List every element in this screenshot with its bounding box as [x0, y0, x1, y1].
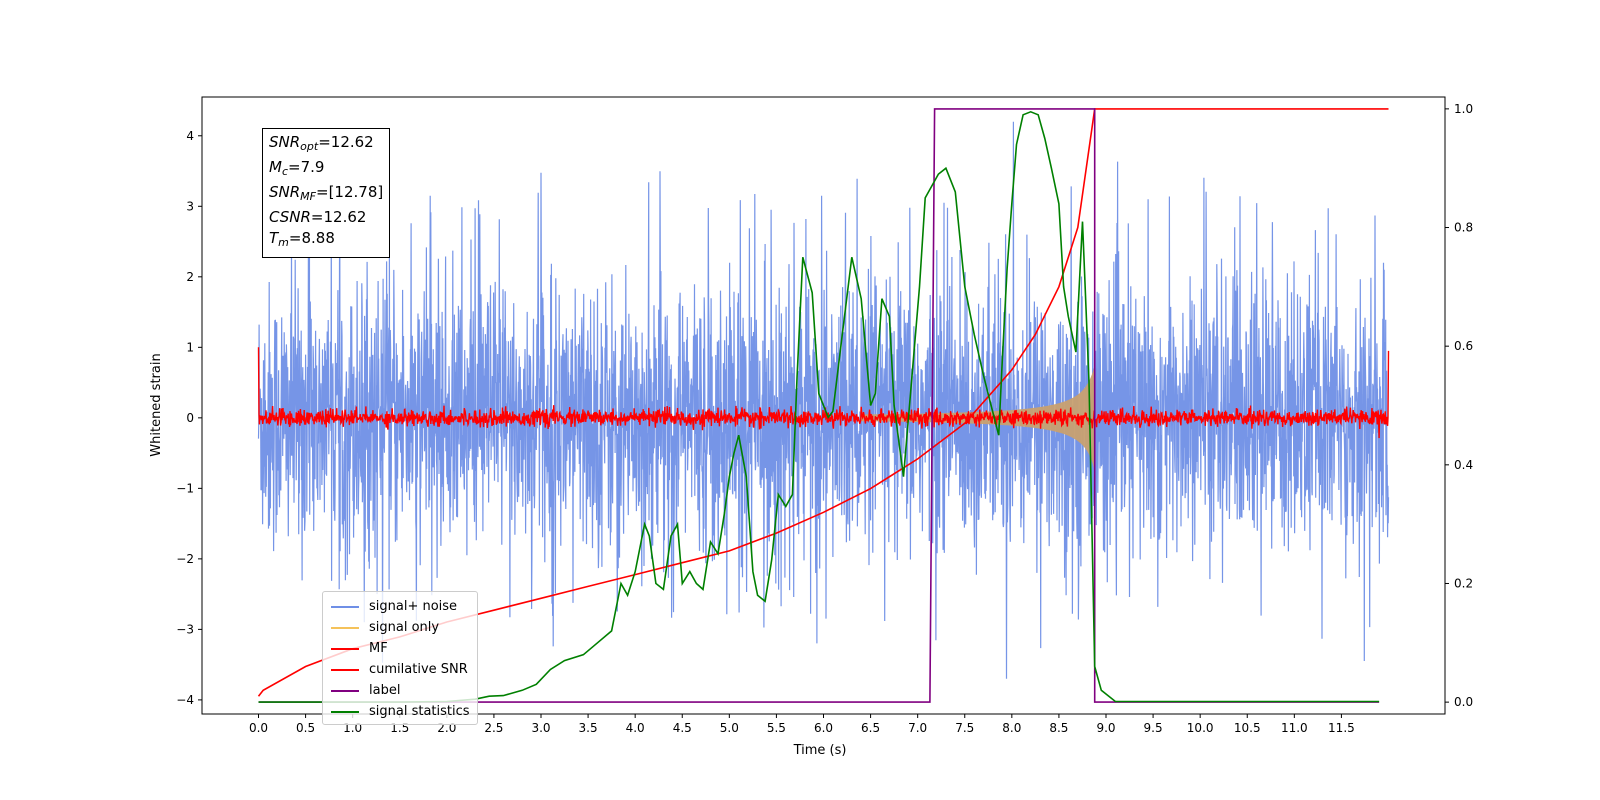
- annotation-box: SNRopt=12.62 Mc=7.9 SNRMF=[12.78] CSNR=1…: [262, 128, 391, 258]
- legend-label: signal statistics: [369, 704, 470, 719]
- x-tick-label: 9.5: [1144, 721, 1163, 735]
- legend-swatch: [331, 668, 359, 671]
- legend-label: label: [369, 683, 401, 698]
- series-signal-statistics: [258, 110, 1380, 703]
- x-tick-label: 3.5: [579, 721, 598, 735]
- x-tick-label: 6.0: [814, 721, 833, 735]
- legend: signal+ noise signal only MF cumilative …: [322, 591, 478, 725]
- annotation-mc: Mc=7.9: [269, 158, 325, 178]
- y-tick-label: −1: [176, 481, 194, 495]
- x-tick-label: 11.0: [1281, 721, 1308, 735]
- x-tick-label: 3.0: [531, 721, 550, 735]
- x-tick-label: 7.0: [908, 721, 927, 735]
- legend-swatch: [331, 689, 359, 692]
- x-axis-label: Time (s): [793, 743, 847, 758]
- x-tick-label: 7.5: [955, 721, 974, 735]
- annotation-snr-mf: SNRMF=[12.78]: [269, 183, 384, 203]
- x-tick-label: 8.5: [1049, 721, 1068, 735]
- x-tick-label: 10.5: [1234, 721, 1261, 735]
- x-tick-label: 9.0: [1096, 721, 1115, 735]
- annotation-tm: Tm=8.88: [269, 229, 335, 249]
- series-signal-noise: [257, 121, 1390, 679]
- y2-tick-label: 0.4: [1454, 458, 1473, 472]
- legend-swatch: [331, 710, 359, 713]
- legend-item-mf: MF: [323, 638, 477, 659]
- legend-label: cumilative SNR: [369, 662, 468, 677]
- legend-item-label: label: [323, 680, 477, 701]
- legend-label: signal+ noise: [369, 599, 458, 614]
- y-tick-label: −4: [176, 693, 194, 707]
- y-tick-label: 2: [186, 270, 194, 284]
- y-tick-label: 3: [186, 199, 194, 213]
- legend-label: signal only: [369, 620, 440, 635]
- x-tick-label: 4.0: [626, 721, 645, 735]
- x-tick-label: 8.0: [1002, 721, 1021, 735]
- legend-swatch: [331, 626, 359, 629]
- annotation-csnr: CSNR=12.62: [269, 208, 367, 226]
- ticks-layer: 0.0 0.5 1.0 1.5 2.0 2.5 3.0 3.5 4.0 4.5 5.0 5.5 6.0 6…: [176, 102, 1473, 735]
- y2-tick-label: 0.0: [1454, 695, 1473, 709]
- annotation-snr-opt: SNRopt=12.62: [269, 133, 374, 153]
- y-tick-label: 1: [186, 340, 194, 354]
- y2-tick-label: 0.2: [1454, 576, 1473, 590]
- y-axis-label: Whitened strain: [149, 353, 164, 456]
- legend-item-signal-statistics: signal statistics: [323, 701, 477, 722]
- series-label: [258, 108, 1380, 703]
- y2-tick-label: 0.8: [1454, 221, 1473, 235]
- legend-item-signal-only: signal only: [323, 617, 477, 638]
- x-tick-label: 5.0: [720, 721, 739, 735]
- legend-item-cumulative-snr: cumilative SNR: [323, 659, 477, 680]
- legend-label: MF: [369, 641, 388, 656]
- x-tick-label: 4.5: [673, 721, 692, 735]
- y-tick-label: −2: [176, 552, 194, 566]
- x-tick-label: 0.5: [296, 721, 315, 735]
- y2-tick-label: 0.6: [1454, 339, 1473, 353]
- y-tick-label: 0: [186, 411, 194, 425]
- y-tick-label: −3: [176, 622, 194, 636]
- legend-swatch: [331, 605, 359, 608]
- x-tick-label: 2.5: [484, 721, 503, 735]
- x-tick-label: 11.5: [1328, 721, 1355, 735]
- x-tick-label: 0.0: [249, 721, 268, 735]
- y-tick-label: 4: [186, 129, 194, 143]
- legend-item-signal-noise: signal+ noise: [323, 596, 477, 617]
- x-tick-label: 6.5: [861, 721, 880, 735]
- legend-swatch: [331, 647, 359, 650]
- series-mf: [257, 347, 1390, 439]
- x-tick-label: 5.5: [767, 721, 786, 735]
- x-tick-label: 10.0: [1187, 721, 1214, 735]
- y2-tick-label: 1.0: [1454, 102, 1473, 116]
